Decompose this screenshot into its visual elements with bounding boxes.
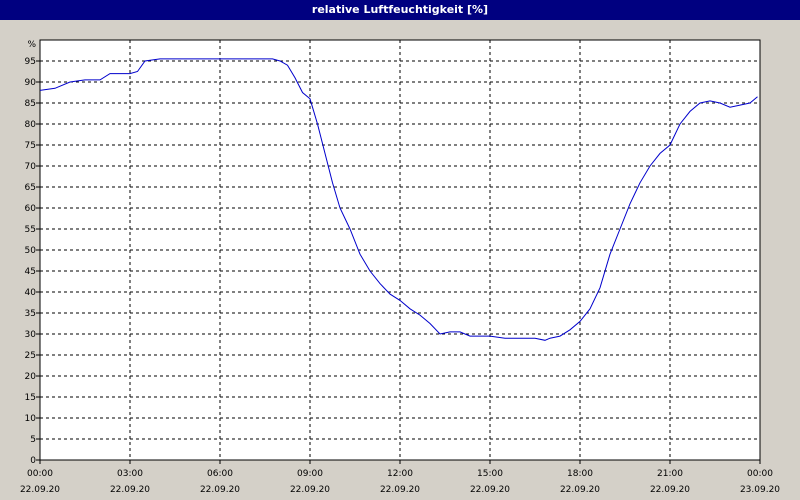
y-tick-label: 65: [25, 183, 36, 193]
x-axis: 00:00 22.09.20 03:00 22.09.20 06:00 22.09.20 0…: [20, 460, 780, 495]
x-tick-time: 18:00: [567, 469, 593, 479]
y-tick-label: 0: [30, 456, 36, 466]
y-tick-label: 90: [25, 78, 37, 88]
x-tick-date: 22.09.20: [110, 485, 150, 495]
y-tick-label: 60: [25, 204, 37, 214]
x-tick-date: 22.09.20: [290, 485, 330, 495]
humidity-chart: 0 5 10 15 20 25 30 35 40 45 50 55 60 65 70 75 80 85 90 95 0…: [20, 39, 780, 495]
y-axis-label: %: [27, 40, 36, 50]
x-tick-date: 22.09.20: [20, 485, 60, 495]
humidity-line: [39, 58, 758, 341]
x-tick-date: 22.09.20: [650, 485, 690, 495]
y-tick-label: 70: [25, 162, 37, 172]
x-tick-time: 00:00: [747, 469, 773, 479]
y-tick-label: 80: [25, 120, 37, 130]
y-tick-label: 15: [25, 393, 36, 403]
x-tick-date: 22.09.20: [380, 485, 420, 495]
x-tick-time: 21:00: [657, 469, 683, 479]
x-tick-time: 09:00: [297, 469, 323, 479]
x-tick-time: 03:00: [117, 469, 143, 479]
y-tick-label: 55: [25, 225, 36, 235]
y-axis: 0 5 10 15 20 25 30 35 40 45 50 55 60 65 70 75 80 85 90 95: [25, 57, 40, 466]
y-tick-label: 10: [25, 414, 37, 424]
y-tick-label: 50: [25, 246, 37, 256]
x-tick-time: 06:00: [207, 469, 233, 479]
y-tick-label: 85: [25, 99, 36, 109]
x-tick-date: 23.09.20: [740, 485, 780, 495]
y-tick-label: 75: [25, 141, 36, 151]
y-tick-label: 25: [25, 351, 36, 361]
y-tick-label: 30: [25, 330, 37, 340]
y-tick-label: 5: [30, 435, 36, 445]
grid: [40, 40, 760, 460]
x-tick-date: 22.09.20: [470, 485, 510, 495]
y-tick-label: 45: [25, 267, 36, 277]
x-tick-date: 22.09.20: [200, 485, 240, 495]
y-tick-label: 95: [25, 57, 36, 67]
chart-title: relative Luftfeuchtigkeit [%]: [0, 0, 800, 20]
y-tick-label: 35: [25, 309, 36, 319]
x-tick-time: 00:00: [27, 469, 53, 479]
x-tick-time: 15:00: [477, 469, 503, 479]
y-tick-label: 20: [25, 372, 37, 382]
x-tick-date: 22.09.20: [560, 485, 600, 495]
y-tick-label: 40: [25, 288, 37, 298]
x-tick-time: 12:00: [387, 469, 413, 479]
